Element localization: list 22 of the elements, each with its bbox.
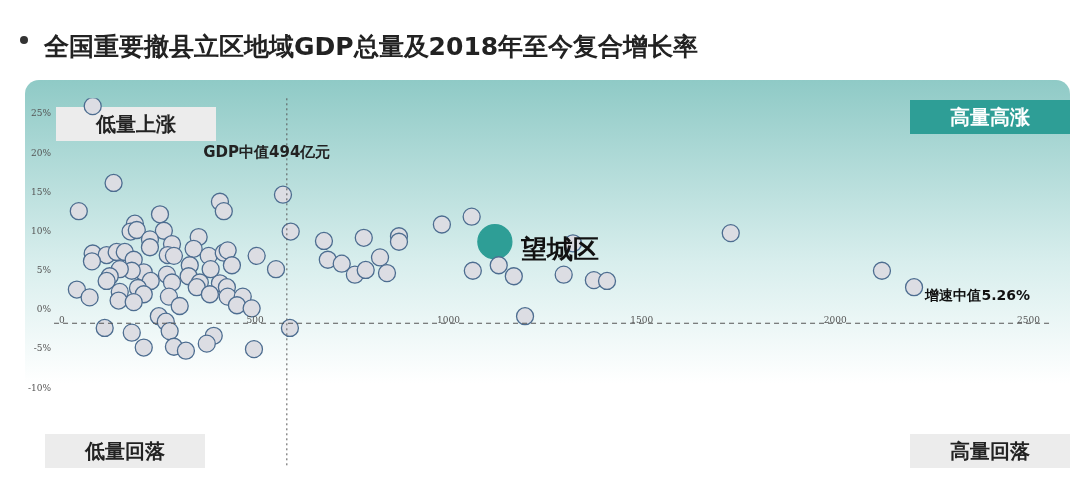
series-label: 望城区 [519,234,599,265]
y-tick-label: 10% [31,225,52,236]
y-tick-label: 15% [31,186,52,197]
chart-title: 全国重要撤县立区地域GDP总量及2018年至今复合增长率 [44,31,699,63]
caption-box: 低量上涨 [56,107,216,141]
annotation: 增速中值5.26% [925,287,1030,305]
y-tick-label: 0% [36,304,52,315]
y-tick-label: -5% [33,343,52,354]
y-tick-label: 25% [31,108,52,119]
caption-box: 高量高涨 [910,100,1070,134]
ref-line-label: GDP中值494亿元 [203,143,331,162]
x-tick-label: 2500 [1017,315,1041,325]
caption-box: 低量回落 [45,434,205,468]
x-tick-label: 1500 [630,315,654,325]
y-tick-label: 20% [31,147,52,158]
y-tick-label: 5% [36,265,52,276]
caption-box: 高量回落 [910,434,1070,468]
y-tick-label: -10% [28,382,52,393]
x-tick-label: 0 [58,315,65,325]
x-tick-label: 500 [246,315,264,325]
x-tick-label: 1000 [437,315,461,325]
x-tick-label: 2000 [823,315,847,325]
